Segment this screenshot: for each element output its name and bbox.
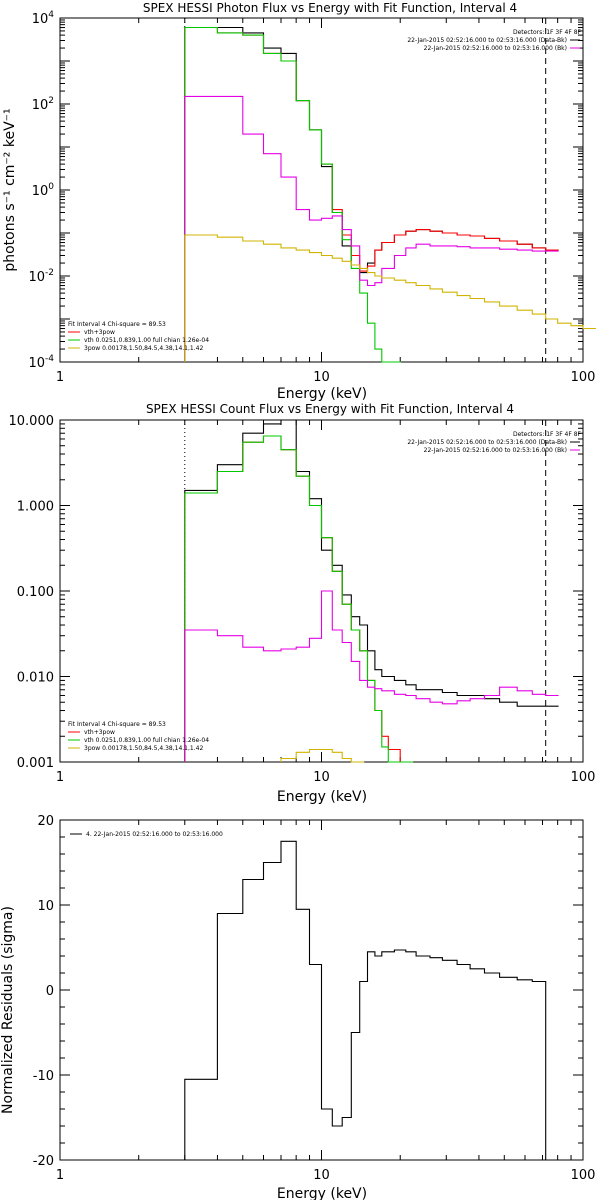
- series-background: [184, 95, 559, 362]
- series-thermal: [184, 435, 414, 763]
- residuals-ylabel: Normalized Residuals (sigma): [0, 906, 16, 1114]
- y-tick-label: 20: [37, 814, 54, 829]
- residuals-series: [184, 840, 559, 1161]
- legend-label: 22-Jan-2015 02:52:16.000 to 02:53:16.000…: [424, 45, 567, 52]
- count-flux-series: [184, 419, 559, 763]
- x-tick-label: 10: [313, 1168, 330, 1183]
- y-tick-label: 1.000: [17, 500, 54, 515]
- y-tick-label: 104: [32, 10, 55, 27]
- series-observed: [184, 26, 559, 362]
- series-background: [184, 590, 559, 762]
- y-tick-label: -10: [33, 1069, 54, 1084]
- x-tick-label: 100: [571, 370, 596, 385]
- y-tick-label: -20: [33, 1154, 54, 1169]
- series-power_law: [280, 748, 365, 763]
- legend-title: Detectors: 1F 3F 4F 8F: [513, 431, 582, 438]
- count-flux-panel: SPEX HESSI Count Flux vs Energy with Fit…: [9, 402, 596, 805]
- y-tick-label: 0.100: [17, 585, 54, 600]
- fit-legend-title: Fit Interval 4 Chi-square = 89.53: [68, 321, 166, 328]
- y-tick-label: 0.001: [17, 756, 54, 771]
- x-tick-label: 10: [313, 370, 330, 385]
- legend-label: 22-Jan-2015 02:52:16.000 to 02:53:16.000…: [407, 37, 567, 44]
- x-tick-label: 100: [571, 770, 596, 785]
- x-tick-label: 100: [571, 1168, 596, 1183]
- residuals-legend: 4. 22-Jan-2015 02:52:16.000 to 02:53:16.…: [70, 831, 223, 838]
- photon-flux-series: [184, 26, 596, 363]
- photon-flux-title: SPEX HESSI Photon Flux vs Energy with Fi…: [143, 1, 517, 15]
- photon-flux-panel: SPEX HESSI Photon Flux vs Energy with Fi…: [2, 1, 596, 402]
- series-observed: [184, 840, 559, 1161]
- x-tick-label: 1: [56, 370, 64, 385]
- plot-frame: [59, 17, 584, 363]
- fit-legend-label: vth+3pow: [84, 729, 115, 736]
- series-total_fit: [184, 26, 559, 362]
- x-tick-label: 10: [313, 770, 330, 785]
- x-tick-label: 1: [56, 770, 64, 785]
- fit-legend-label: vth 0.0251,0.839,1.00 full chian 1.26e-0…: [84, 337, 209, 344]
- fit-legend-label: vth+3pow: [84, 329, 115, 336]
- y-tick-label: 10-2: [28, 268, 54, 285]
- x-tick-label: 1: [56, 1168, 64, 1183]
- fit-legend-label: 3pow 0.00178,1.50,84.5,4.38,14.1,1.42: [84, 345, 203, 352]
- residuals-xlabel: Energy (keV): [277, 1186, 367, 1200]
- legend-label: 22-Jan-2015 02:52:16.000 to 02:53:16.000…: [407, 439, 567, 446]
- fit-legend-label: vth 0.0251,0.839,1.00 full chian 1.26e-0…: [84, 737, 209, 744]
- count-flux-xlabel: Energy (keV): [277, 789, 367, 805]
- residuals-panel: Energy (keV) Normalized Residuals (sigma…: [0, 814, 595, 1200]
- y-tick-label: 0: [46, 984, 54, 999]
- y-tick-label: 0.010: [17, 671, 54, 686]
- y-tick-label: 10.000: [9, 414, 55, 429]
- photon-flux-xlabel: Energy (keV): [277, 386, 367, 402]
- fit-legend-title: Fit Interval 4 Chi-square = 89.53: [68, 721, 166, 728]
- fit-legend-label: 3pow 0.00178,1.50,84.5,4.38,14.1,1.42: [84, 745, 203, 752]
- series-thermal: [184, 26, 402, 363]
- series-power_law: [184, 234, 596, 362]
- y-tick-label: 10: [37, 899, 54, 914]
- legend-title: Detectors: 1F 3F 4F 8F: [513, 29, 582, 36]
- y-tick-label: 100: [32, 182, 55, 199]
- photon-flux-ylabel: photons s⁻¹ cm⁻² keV⁻¹: [2, 108, 18, 271]
- y-tick-label: 10-4: [28, 354, 54, 371]
- legend-label: 4. 22-Jan-2015 02:52:16.000 to 02:53:16.…: [86, 831, 223, 838]
- y-tick-label: 102: [32, 96, 54, 113]
- legend-label: 22-Jan-2015 02:52:16.000 to 02:53:16.000…: [424, 447, 567, 454]
- count-flux-title: SPEX HESSI Count Flux vs Energy with Fit…: [146, 402, 514, 416]
- series-total_fit: [184, 435, 414, 763]
